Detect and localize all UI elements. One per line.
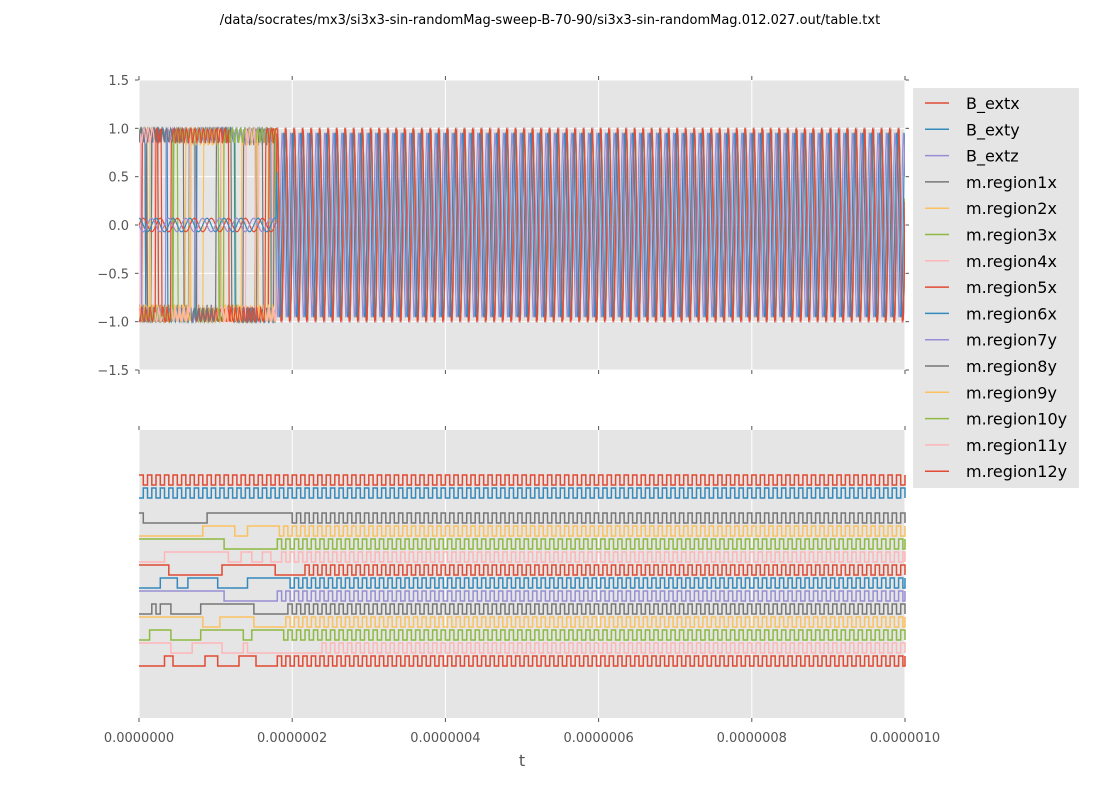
top-series-group: [139, 126, 905, 324]
top-ytick-label: 0.0: [108, 219, 129, 234]
bottom-trace-B_extx: [139, 474, 906, 486]
top-series-B_exty: [139, 132, 905, 318]
bottom-xtick-label: 0.0000000: [104, 731, 174, 746]
bottom-xtick-label: 0.0000010: [870, 731, 940, 746]
top-axes: 1.5 1.0 0.5 0.0 −0.5 −1.0 −1.5: [97, 74, 909, 379]
bottom-trace-m-region8y: [139, 603, 906, 615]
legend-label: m.region1x: [966, 173, 1057, 192]
bottom-trace-m-region9y: [139, 616, 906, 628]
bottom-trace-m-region7y: [139, 590, 906, 602]
legend-label: m.region9y: [966, 383, 1057, 402]
bottom-trace-m-region3x: [139, 538, 906, 550]
legend-label: B_extz: [966, 147, 1019, 167]
legend: B_extx B_exty B_extz m.region1x m.region2x m.…: [913, 88, 1079, 488]
bottom-trace-m-region11y: [139, 642, 906, 654]
legend-label: m.region10y: [966, 410, 1067, 429]
top-series-B_extz: [139, 132, 905, 318]
legend-label: B_exty: [966, 120, 1020, 140]
bottom-xtick-label: 0.0000006: [563, 731, 633, 746]
legend-box: [913, 88, 1079, 488]
bottom-trace-m-region2x: [139, 525, 906, 537]
bottom-xtick-label: 0.0000002: [257, 731, 327, 746]
bottom-xtick-label: 0.0000004: [410, 731, 480, 746]
bottom-trace-B_exty: [139, 487, 906, 499]
top-ytick-label: −1.0: [97, 316, 129, 331]
legend-label: m.region5x: [966, 278, 1057, 297]
bottom-xtick-label: 0.0000008: [717, 731, 787, 746]
legend-label: B_extx: [966, 94, 1020, 114]
legend-label: m.region11y: [966, 436, 1067, 455]
top-ytick-label: 1.0: [108, 122, 129, 137]
bottom-trace-m-region1x: [139, 512, 906, 524]
bottom-trace-m-region12y: [139, 655, 906, 667]
legend-label: m.region2x: [966, 199, 1057, 218]
top-ytick-label: −0.5: [97, 267, 129, 282]
legend-label: m.region6x: [966, 304, 1057, 323]
top-ytick-label: −1.5: [97, 364, 129, 379]
bottom-axes: 0.0000000 0.0000002 0.0000004 0.0000006 0.00…: [104, 426, 940, 770]
bottom-trace-m-region5x: [139, 564, 906, 576]
bottom-trace-m-region4x: [139, 551, 906, 563]
legend-label: m.region3x: [966, 226, 1057, 245]
legend-label: m.region7y: [966, 331, 1057, 350]
legend-label: m.region12y: [966, 462, 1067, 481]
x-axis-label: t: [519, 751, 525, 770]
top-ytick-label: 1.5: [108, 74, 129, 89]
bottom-trace-m-region10y: [139, 629, 906, 641]
top-ytick-label: 0.5: [108, 171, 129, 186]
bottom-trace-m-region6x: [139, 577, 906, 589]
legend-label: m.region8y: [966, 357, 1057, 376]
figure-title: /data/socrates/mx3/si3x3-sin-randomMag-s…: [219, 13, 881, 28]
legend-label: m.region4x: [966, 252, 1057, 271]
